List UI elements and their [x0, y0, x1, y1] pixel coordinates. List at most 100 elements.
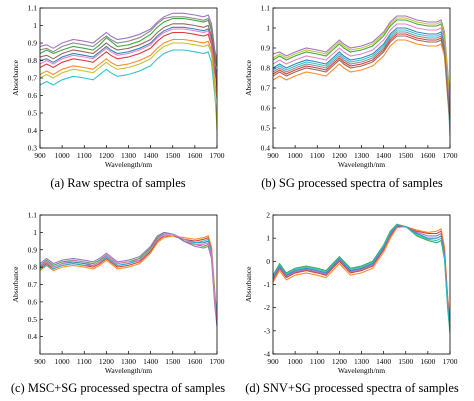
y-tick-label: -4 [264, 350, 270, 359]
series-line [40, 233, 217, 316]
x-tick-label: 1300 [121, 151, 136, 160]
y-tick-label: 0.6 [261, 104, 271, 113]
x-tick-label: 1200 [99, 357, 114, 366]
series-line [273, 33, 450, 117]
y-tick-label: 0.6 [28, 297, 38, 306]
x-tick-label: 1500 [165, 357, 180, 366]
caption-c: (c) MSC+SG processed spectra of samples [11, 381, 225, 395]
series-line [40, 26, 217, 75]
axes-frame [39, 214, 218, 355]
x-tick-label: 900 [34, 357, 46, 366]
y-tick-label: 1.1 [261, 4, 271, 13]
x-tick-label: 1400 [143, 357, 158, 366]
x-tick-label: 1000 [288, 357, 303, 366]
y-tick-label: 0.8 [28, 56, 38, 65]
series-line [273, 39, 450, 129]
x-axis-label: Wavelength/nm [105, 366, 152, 375]
series-line [40, 12, 217, 61]
series-line [273, 223, 450, 334]
y-tick-label: 0.3 [28, 144, 38, 153]
series-line [273, 226, 450, 317]
x-tick-label: 1700 [443, 357, 458, 366]
y-tick-label: 0 [266, 257, 270, 266]
y-axis-label: Absorbance [11, 59, 20, 95]
y-axis-label: Absorbance [244, 59, 253, 95]
x-tick-label: 1100 [77, 357, 92, 366]
x-tick-label: 1300 [354, 357, 369, 366]
y-tick-label: 0.4 [28, 126, 38, 135]
x-tick-label: 1100 [77, 151, 92, 160]
y-tick-label: 2 [266, 211, 270, 220]
y-tick-label: 0.9 [28, 245, 38, 254]
series-line [40, 231, 217, 327]
series-group [273, 15, 450, 137]
x-tick-label: 900 [34, 151, 46, 160]
x-tick-label: 1400 [376, 357, 391, 366]
y-axis-label: Absorbance [244, 266, 253, 302]
x-tick-label: 1200 [332, 151, 347, 160]
series-line [40, 31, 217, 86]
x-axis-label: Wavelength/nm [338, 160, 385, 169]
series-line [273, 31, 450, 113]
series-line [273, 224, 450, 329]
caption-b: (b) SG processed spectra of samples [261, 176, 443, 190]
x-tick-label: 1600 [420, 151, 435, 160]
y-tick-label: 0.8 [28, 263, 38, 272]
series-line [273, 15, 450, 97]
series-group [40, 12, 217, 131]
series-line [40, 17, 217, 68]
x-tick-label: 1300 [354, 151, 369, 160]
y-tick-label: 0.7 [28, 280, 38, 289]
series-line [40, 235, 217, 323]
x-tick-label: 1700 [210, 357, 225, 366]
y-axis-label: Absorbance [11, 266, 20, 302]
y-tick-label: 0.5 [28, 109, 38, 118]
x-tick-label: 1200 [332, 357, 347, 366]
y-tick-label: 0.8 [261, 64, 271, 73]
series-line [40, 16, 217, 65]
x-tick-label: 1200 [99, 151, 114, 160]
x-tick-label: 900 [267, 357, 279, 366]
y-tick-label: 0.5 [28, 315, 38, 324]
series-line [273, 17, 450, 99]
y-tick-label: 0.7 [261, 84, 271, 93]
series-line [273, 29, 450, 137]
y-tick-label: 1 [266, 234, 270, 243]
y-tick-label: 0.5 [261, 124, 271, 133]
series-line [40, 28, 217, 79]
series-line [40, 38, 217, 100]
x-tick-label: 1500 [165, 151, 180, 160]
y-tick-label: -3 [264, 326, 270, 335]
y-tick-label: -2 [264, 303, 270, 312]
panel-c: 900 1000 1100 1200 1300 1400 1500 1600 1700 0.4 0.… [11, 211, 225, 376]
caption-d: (d) SNV+SG processed spectra of samples [245, 381, 459, 395]
series-line [273, 35, 450, 121]
x-tick-label: 1300 [121, 357, 136, 366]
y-tick-label: 0.4 [261, 144, 271, 153]
y-tick-label: 0.9 [28, 39, 38, 48]
y-tick-label: -1 [264, 280, 270, 289]
x-tick-label: 1700 [210, 151, 225, 160]
panel-a: 900 1000 1100 1200 1300 1400 1500 1600 1700 0.3 0.… [11, 4, 225, 170]
x-tick-label: 1500 [398, 151, 413, 160]
x-tick-label: 1000 [55, 151, 70, 160]
x-tick-label: 1600 [187, 151, 202, 160]
x-tick-label: 1600 [420, 357, 435, 366]
y-tick-label: 0.6 [28, 91, 38, 100]
series-line [273, 19, 450, 101]
panel-d: 900 1000 1100 1200 1300 1400 1500 1600 1700 -4 -3 -… [244, 211, 458, 376]
x-axis-label: Wavelength/nm [105, 160, 152, 169]
y-tick-label: 1 [33, 21, 37, 30]
y-tick-label: 0.4 [28, 332, 38, 341]
x-tick-label: 1700 [443, 151, 458, 160]
panel-b: 900 1000 1100 1200 1300 1400 1500 1600 1700 0.4 0.… [244, 4, 458, 170]
x-tick-label: 1000 [55, 357, 70, 366]
x-axis-label: Wavelength/nm [338, 366, 385, 375]
x-tick-label: 1400 [376, 151, 391, 160]
x-tick-label: 1100 [310, 151, 325, 160]
x-tick-label: 1000 [288, 151, 303, 160]
series-line [40, 235, 217, 320]
y-tick-label: 1.1 [28, 4, 38, 13]
x-tick-label: 1500 [398, 357, 413, 366]
